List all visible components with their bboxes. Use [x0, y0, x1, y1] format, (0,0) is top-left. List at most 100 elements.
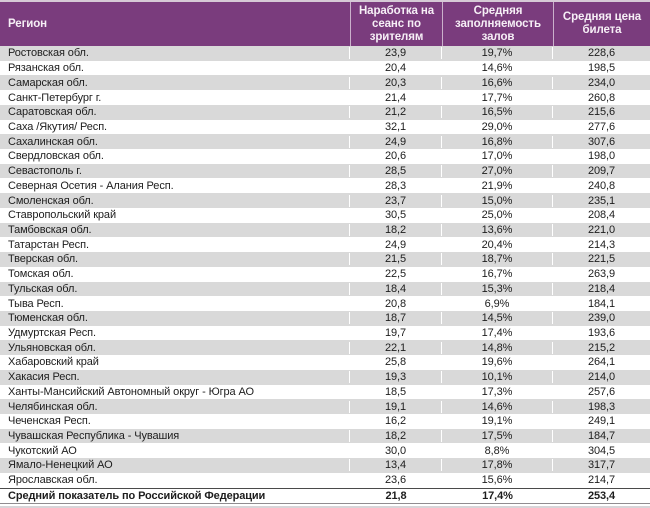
table-row: Чувашская Республика - Чувашия 18,2 17,5% 1… [0, 428, 650, 444]
region-cell: Чеченская Респ. [0, 415, 350, 428]
occupancy-cell: 21,9% [442, 179, 553, 192]
occupancy-cell: 8,8% [442, 444, 553, 457]
table-row: Смоленская обл. 23,7 15,0% 235,1 [0, 193, 650, 208]
ticket-price-cell: 184,7 [587, 430, 616, 443]
table-row: Ульяновская обл. 22,1 14,8% 215,2 [0, 340, 650, 356]
per-session-cell: 30,5 [350, 209, 442, 222]
per-session-cell: 25,8 [350, 356, 442, 369]
occupancy-cell: 17,5% [442, 430, 553, 443]
occupancy-cell: 19,7% [442, 47, 553, 60]
per-session-cell: 21,4 [350, 91, 442, 104]
table-row: Тюменская обл. 18,7 14,5% 239,0 [0, 310, 650, 326]
table-row: Татарстан Респ. 24,9 20,4% 214,3 [0, 237, 650, 253]
ticket-price-cell: 214,7 [587, 474, 616, 487]
occupancy-cell: 17,3% [442, 385, 553, 398]
per-session-cell: 23,7 [350, 194, 442, 207]
region-cell: Северная Осетия - Алания Респ. [0, 179, 350, 192]
per-session-cell: 22,5 [350, 268, 442, 281]
table-row: Севастополь г. 28,5 27,0% 209,7 [0, 163, 650, 179]
per-session-cell: 21,5 [350, 253, 442, 266]
per-session-cell: 21,8 [385, 489, 407, 502]
table-body: Ростовская обл. 23,9 19,7% 228,6 Рязанская о… [0, 46, 650, 506]
region-cell: Ульяновская обл. [0, 341, 350, 354]
ticket-price-cell: 214,0 [587, 371, 616, 384]
region-cell: Севастополь г. [0, 165, 350, 178]
table-row: Санкт-Петербург г. 21,4 17,7% 260,8 [0, 90, 650, 105]
per-session-cell: 18,2 [350, 430, 442, 443]
ticket-price-cell: 253,4 [587, 489, 616, 502]
region-cell: Свердловская обл. [0, 150, 350, 163]
table-row: Ямало-Ненецкий АО 13,4 17,8% 317,7 [0, 458, 650, 473]
ticket-price-cell: 214,3 [587, 238, 616, 251]
table-row: Ханты-Мансийский Автономный округ - Югра… [0, 384, 650, 400]
occupancy-cell: 13,6% [442, 223, 553, 236]
ticket-price-cell: 193,6 [587, 327, 616, 340]
occupancy-cell: 15,0% [442, 194, 553, 207]
per-session-cell: 21,2 [350, 106, 442, 119]
occupancy-cell: 16,8% [442, 135, 553, 148]
region-cell: Удмуртская Респ. [0, 327, 350, 340]
ticket-price-cell: 277,6 [587, 120, 616, 133]
table-row: Чукотский АО 30,0 8,8% 304,5 [0, 443, 650, 459]
occupancy-cell: 18,7% [442, 253, 553, 266]
occupancy-cell: 14,6% [442, 400, 553, 413]
occupancy-cell: 17,8% [442, 459, 553, 472]
per-session-cell: 20,3 [350, 76, 442, 89]
table-row: Челябинская обл. 19,1 14,6% 198,3 [0, 399, 650, 414]
region-cell: Татарстан Респ. [0, 238, 350, 251]
region-cell: Челябинская обл. [0, 400, 350, 413]
occupancy-cell: 16,7% [442, 268, 553, 281]
occupancy-cell: 17,7% [442, 91, 553, 104]
occupancy-cell: 19,6% [442, 356, 553, 369]
region-cell: Ямало-Ненецкий АО [0, 459, 350, 472]
ticket-price-cell: 240,8 [587, 179, 616, 192]
ticket-price-cell: 198,5 [587, 62, 616, 75]
table-row: Удмуртская Респ. 19,7 17,4% 193,6 [0, 325, 650, 341]
occupancy-cell: 20,4% [442, 238, 553, 251]
occupancy-cell: 16,5% [442, 106, 553, 119]
region-cell: Сахалинская обл. [0, 135, 350, 148]
per-session-cell: 19,1 [350, 400, 442, 413]
per-session-cell: 24,9 [350, 238, 442, 251]
table-row: Ростовская обл. 23,9 19,7% 228,6 [0, 46, 650, 61]
column-header-occupancy: Средняя заполняемость залов [442, 2, 553, 46]
occupancy-cell: 27,0% [442, 165, 553, 178]
per-session-cell: 19,3 [350, 371, 442, 384]
ticket-price-cell: 221,0 [587, 223, 616, 236]
ticket-price-cell: 198,0 [587, 150, 616, 163]
region-cell: Самарская обл. [0, 76, 350, 89]
region-cell: Ханты-Мансийский Автономный округ - Югра… [0, 385, 350, 398]
per-session-cell: 20,4 [350, 62, 442, 75]
occupancy-cell: 10,1% [442, 371, 553, 384]
table-row: Северная Осетия - Алания Респ. 28,3 21,9% 2… [0, 178, 650, 194]
column-header-ticket-price: Средняя цена билета [553, 2, 650, 46]
table-header-row: Регион Наработка на сеанс по зрителям Ср… [0, 2, 650, 46]
table-row: Тамбовская обл. 18,2 13,6% 221,0 [0, 222, 650, 238]
per-session-cell: 23,9 [350, 47, 442, 60]
occupancy-cell: 14,5% [442, 312, 553, 325]
per-session-cell: 23,6 [350, 474, 442, 487]
ticket-price-cell: 218,4 [587, 282, 616, 295]
region-cell: Чукотский АО [0, 444, 350, 457]
column-header-region: Регион [8, 17, 48, 30]
occupancy-cell: 6,9% [442, 297, 553, 310]
ticket-price-cell: 263,9 [587, 268, 616, 281]
per-session-cell: 32,1 [350, 120, 442, 133]
occupancy-cell: 16,6% [442, 76, 553, 89]
region-cell: Чувашская Республика - Чувашия [0, 430, 350, 443]
per-session-cell: 16,2 [350, 415, 442, 428]
occupancy-cell: 15,6% [442, 474, 553, 487]
occupancy-cell: 14,6% [442, 62, 553, 75]
ticket-price-cell: 184,1 [587, 297, 616, 310]
occupancy-cell: 15,3% [442, 282, 553, 295]
table-row: Хакасия Респ. 19,3 10,1% 214,0 [0, 369, 650, 385]
per-session-cell: 18,2 [350, 223, 442, 236]
occupancy-cell: 17,4% [442, 327, 553, 340]
ticket-price-cell: 307,6 [587, 135, 616, 148]
table-row: Самарская обл. 20,3 16,6% 234,0 [0, 75, 650, 91]
ticket-price-cell: 215,2 [587, 341, 616, 354]
occupancy-cell: 19,1% [442, 415, 553, 428]
ticket-price-cell: 208,4 [587, 209, 616, 222]
ticket-price-cell: 235,1 [587, 194, 616, 207]
region-cell: Хакасия Респ. [0, 371, 350, 384]
